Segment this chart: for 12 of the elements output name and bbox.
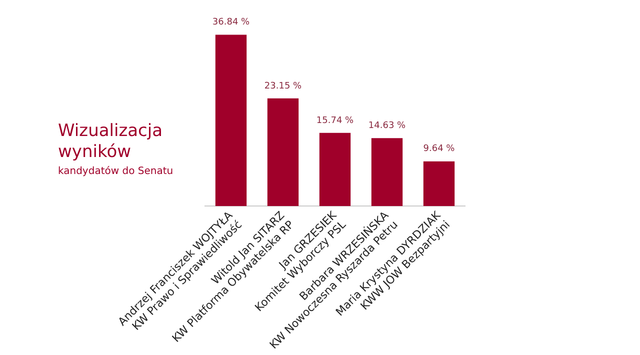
data-label: 36.84 % [212,18,250,28]
data-label: 15.74 % [316,116,354,126]
text: Wizualizacja wyników [58,121,164,163]
data-label: 23.15 % [264,81,302,92]
bar [423,161,455,206]
bar [319,132,351,206]
bar [371,138,403,206]
bar [267,98,299,206]
bar [215,34,247,206]
data-label: 9.64 % [423,144,456,154]
data-label: 14.63 % [368,120,406,131]
text: kandydatów do Senatu [58,166,174,177]
